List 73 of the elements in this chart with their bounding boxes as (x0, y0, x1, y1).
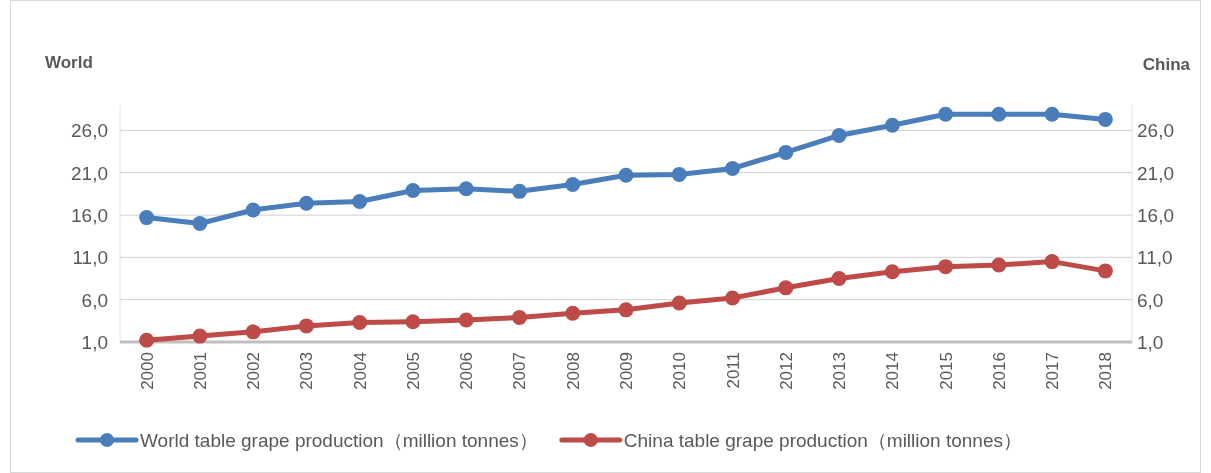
y2-tick-label: 26,0 (1137, 120, 1174, 142)
point (352, 193, 368, 209)
x-tick-label: 2016 (989, 352, 1009, 390)
point (1097, 111, 1113, 127)
y-axis-title: World (45, 53, 93, 72)
point (991, 106, 1007, 122)
point (565, 177, 581, 193)
point (458, 181, 474, 197)
x-tick-label: 2014 (883, 352, 903, 390)
point (511, 309, 527, 325)
point (405, 314, 421, 330)
y-tick-label: 21,0 (71, 162, 108, 184)
x-tick-label: 2005 (403, 352, 423, 390)
x-tick-label: 2009 (617, 352, 636, 390)
point (671, 166, 687, 182)
x-tick-label: 2006 (457, 352, 477, 390)
x-tick-label: 2011 (723, 352, 743, 389)
y2-tick-label: 6,0 (1137, 289, 1164, 311)
x-tick-label: 2004 (350, 352, 370, 390)
y-tick-label: 6,0 (81, 289, 108, 311)
point (298, 195, 314, 211)
point (938, 106, 954, 122)
x-tick-label: 2017 (1043, 352, 1063, 390)
point (1044, 254, 1060, 270)
point (405, 182, 421, 198)
point (938, 259, 954, 275)
x-tick-label: 2012 (776, 352, 796, 390)
point (139, 332, 155, 348)
x-tick-label: 2003 (297, 352, 317, 390)
point (192, 216, 208, 231)
y-tick-label: 11,0 (72, 247, 108, 269)
point (352, 315, 368, 331)
x-tick-label: 2010 (670, 352, 690, 390)
y2-tick-label: 16,0 (1137, 205, 1174, 227)
point (511, 183, 527, 199)
point (298, 318, 314, 334)
y2-tick-label: 21,0 (1137, 162, 1174, 184)
y-tick-label: 16,0 (71, 205, 108, 227)
x-tick-label: 2002 (244, 352, 264, 390)
x-tick-label: 2015 (936, 352, 956, 390)
point (831, 127, 847, 143)
x-tick-label: 2001 (190, 352, 210, 390)
point (991, 257, 1007, 273)
point (778, 144, 794, 160)
point (1044, 106, 1060, 122)
point (725, 160, 741, 176)
y2-axis-title: China (1142, 55, 1191, 74)
point (884, 117, 900, 133)
point (778, 280, 794, 296)
point (671, 295, 687, 311)
y2-tick-label: 11,0 (1137, 247, 1173, 269)
y2-tick-label: 1,0 (1137, 332, 1164, 353)
y-tick-label: 26,0 (71, 120, 108, 142)
point (139, 210, 155, 226)
legend-label: World table grape production（million tonnes） (140, 430, 538, 451)
point (884, 264, 900, 280)
point (618, 167, 634, 183)
point (1097, 263, 1113, 279)
point (831, 271, 847, 287)
x-tick-label: 2007 (510, 352, 530, 390)
x-tick-label: 2013 (830, 352, 850, 390)
legend-label: China table grape production（million tonnes） (623, 430, 1022, 451)
x-tick-label: 2018 (1096, 352, 1116, 390)
point (245, 202, 261, 218)
point (458, 312, 474, 328)
y-tick-label: 1,0 (81, 332, 108, 353)
point (565, 305, 581, 321)
point (618, 302, 634, 318)
x-tick-label: 2008 (563, 352, 583, 390)
x-tick-label: 2000 (137, 352, 157, 390)
point (725, 290, 741, 306)
point (245, 324, 261, 340)
point (192, 328, 208, 344)
